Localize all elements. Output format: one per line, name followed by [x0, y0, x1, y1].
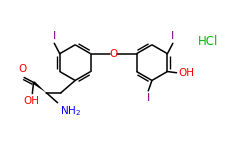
Text: I: I: [53, 31, 56, 41]
Polygon shape: [33, 81, 46, 93]
Text: HCl: HCl: [198, 35, 218, 48]
Text: OH: OH: [179, 68, 195, 78]
Text: NH$_2$: NH$_2$: [60, 104, 81, 118]
Text: OH: OH: [24, 96, 40, 106]
Text: O: O: [19, 64, 27, 74]
Text: I: I: [147, 93, 150, 103]
Text: O: O: [109, 49, 118, 59]
Text: I: I: [171, 31, 174, 41]
